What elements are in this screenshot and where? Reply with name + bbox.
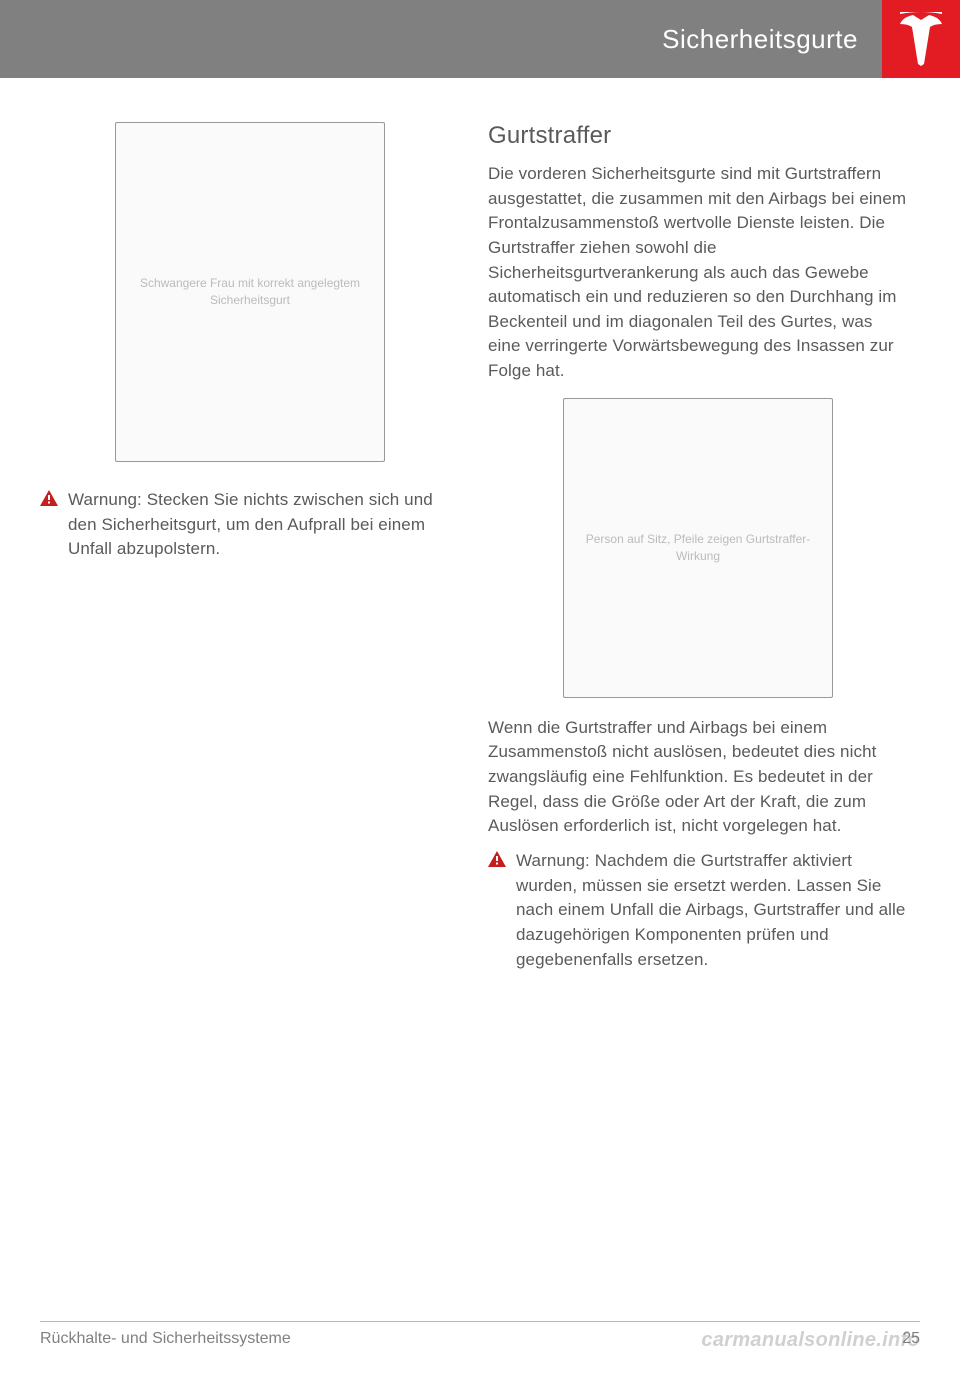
paragraph-1: Die vorderen Sicherheitsgurte sind mit G… — [488, 162, 908, 384]
footer-section: Rückhalte- und Sicherheitssysteme — [40, 1330, 291, 1348]
watermark: carmanualsonline.info — [701, 1329, 920, 1352]
paragraph-2: Wenn die Gurtstraffer und Airbags bei ei… — [488, 716, 908, 839]
left-column: Schwangere Frau mit korrekt angelegtem S… — [40, 122, 460, 972]
warning-block-2: Warnung: Nachdem die Gurtstraffer aktivi… — [488, 849, 908, 972]
content-area: Schwangere Frau mit korrekt angelegtem S… — [0, 78, 960, 972]
warning-icon — [40, 490, 58, 506]
warning-text: Warnung: Stecken Sie nichts zwischen sic… — [68, 488, 460, 562]
page-title: Sicherheitsgurte — [662, 24, 858, 55]
page-header: Sicherheitsgurte — [0, 0, 960, 78]
warning-block: Warnung: Stecken Sie nichts zwischen sic… — [40, 488, 460, 562]
warning-label: Warnung: — [68, 490, 142, 509]
warning-label-2: Warnung: — [516, 851, 590, 870]
tesla-logo-icon — [898, 12, 944, 66]
illustration-pretensioner: Person auf Sitz, Pfeile zeigen Gurtstraf… — [563, 398, 833, 698]
illustration-pregnant: Schwangere Frau mit korrekt angelegtem S… — [40, 122, 460, 462]
section-heading: Gurtstraffer — [488, 122, 908, 150]
right-column: Gurtstraffer Die vorderen Sicherheitsgur… — [488, 122, 908, 972]
warning-icon — [488, 851, 506, 867]
illustration-placeholder: Schwangere Frau mit korrekt angelegtem S… — [115, 122, 385, 462]
brand-logo-box — [882, 0, 960, 78]
warning-text-2: Warnung: Nachdem die Gurtstraffer aktivi… — [516, 849, 908, 972]
